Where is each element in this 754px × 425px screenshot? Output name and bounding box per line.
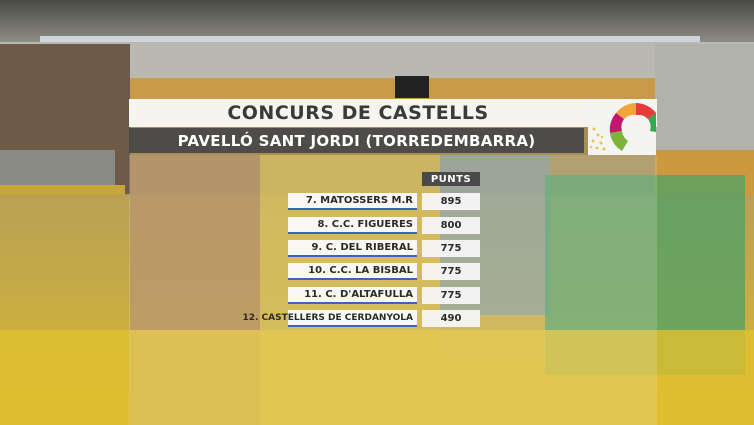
result-row: 8. C.C. FIGUERES 800 — [288, 217, 480, 234]
result-row: 11. C. D'ALTAFULLA 775 — [288, 287, 480, 304]
team-points: 775 — [422, 240, 480, 257]
result-row: 10. C.C. LA BISBAL 775 — [288, 263, 480, 280]
team-name: 9. C. DEL RIBERAL — [288, 240, 417, 257]
contest-title: CONCURS DE CASTELLS — [227, 102, 489, 124]
venue-subtitle: PAVELLÓ SANT JORDI (TORREDEMBARRA) — [177, 131, 536, 150]
team-points: 775 — [422, 263, 480, 280]
team-points: 895 — [422, 193, 480, 210]
team-name: 12. CASTELLERS DE CERDANYOLA — [242, 310, 417, 327]
result-row: 12. CASTELLERS DE CERDANYOLA 490 — [242, 310, 480, 327]
team-points: 490 — [422, 310, 480, 327]
team-name: 8. C.C. FIGUERES — [288, 217, 417, 234]
result-row: 9. C. DEL RIBERAL 775 — [288, 240, 480, 257]
team-name: 11. C. D'ALTAFULLA — [288, 287, 417, 304]
result-row: 7. MATOSSERS M.R 895 — [288, 193, 480, 210]
subtitle-bar: PAVELLÓ SANT JORDI (TORREDEMBARRA) — [129, 128, 584, 153]
points-column-header: PUNTS — [422, 172, 480, 186]
team-name: 10. C.C. LA BISBAL — [288, 263, 417, 280]
team-points: 800 — [422, 217, 480, 234]
team-points: 775 — [422, 287, 480, 304]
concurs-castells-logo-icon — [588, 99, 656, 155]
team-name: 7. MATOSSERS M.R — [288, 193, 417, 210]
title-bar: CONCURS DE CASTELLS — [129, 99, 657, 127]
